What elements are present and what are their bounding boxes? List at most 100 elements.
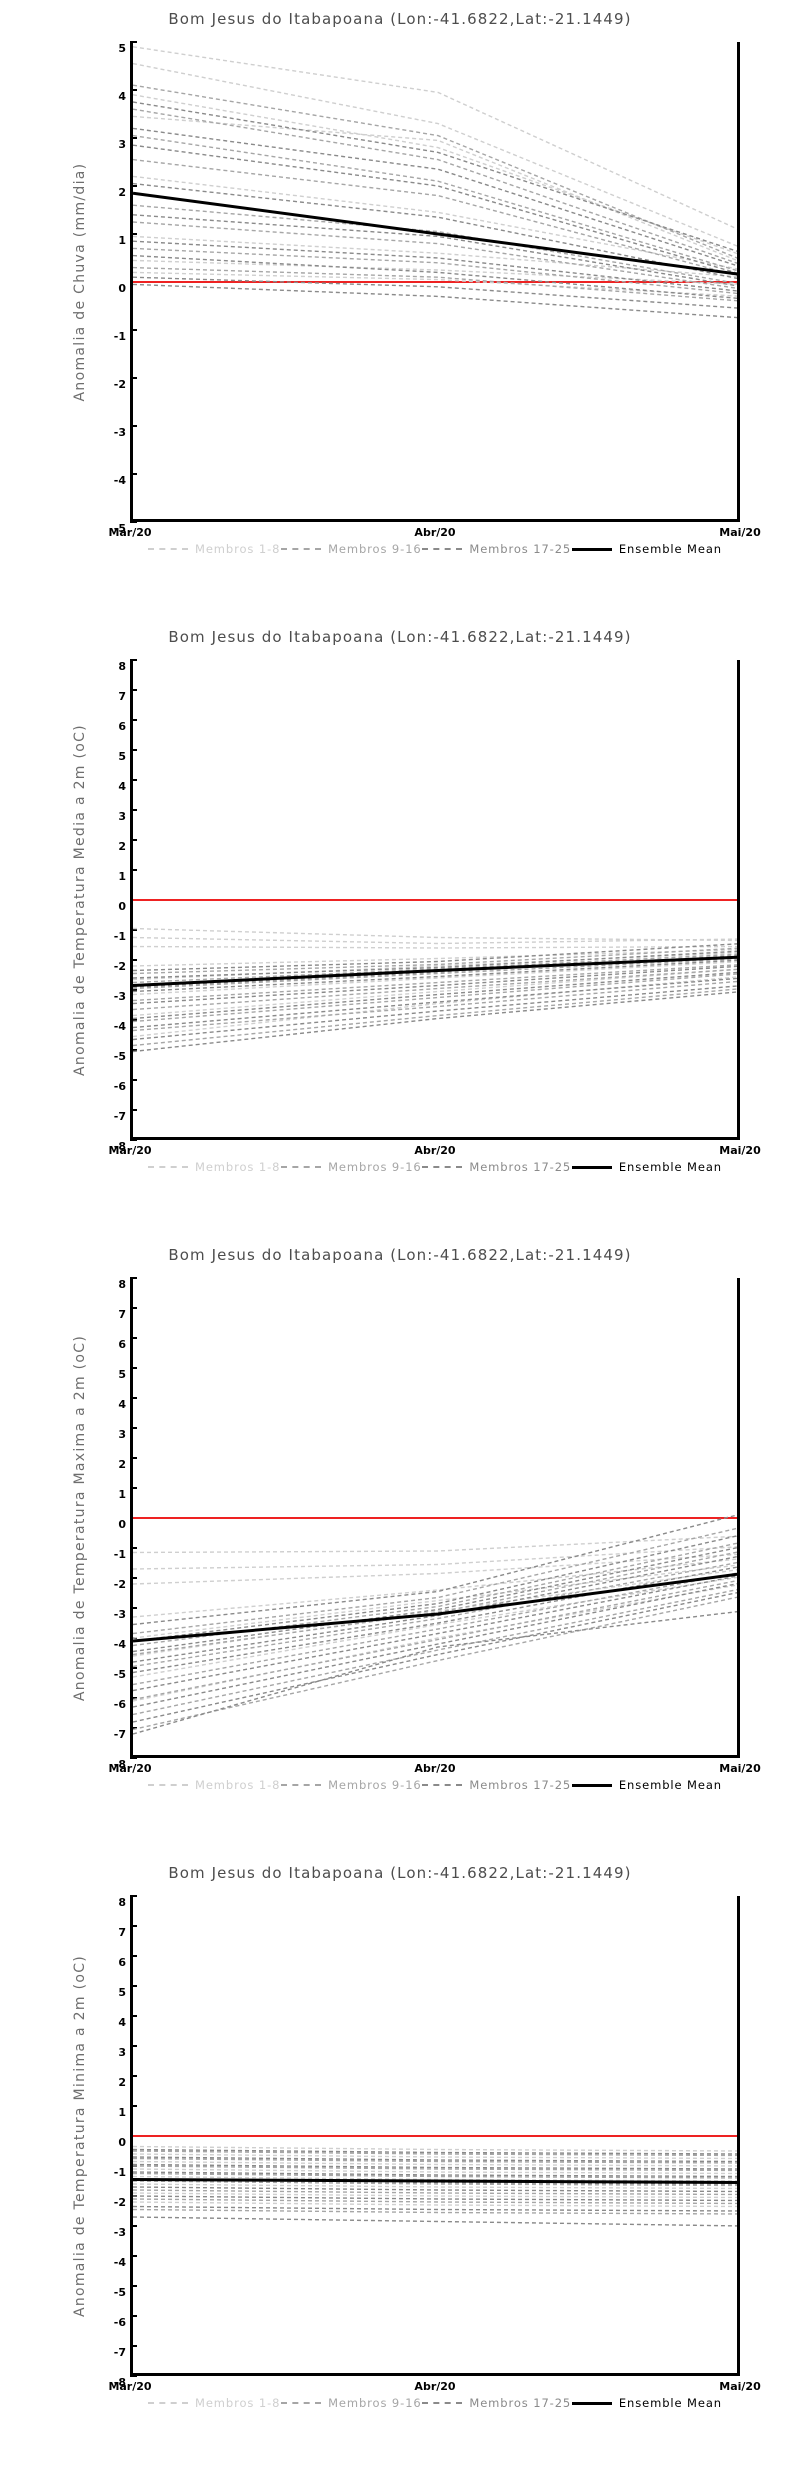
chart-legend: Membros 1-8 Membros 9-16 Membros 17-25 Ense… — [130, 2392, 740, 2414]
legend-swatch-icon — [422, 548, 463, 550]
y-tick-mark — [130, 1895, 137, 1897]
y-tick-label: 2 — [118, 186, 126, 199]
legend-item[interactable]: Membros 9-16 — [281, 1160, 422, 1174]
y-tick-mark — [130, 2045, 137, 2047]
member-line — [133, 283, 740, 319]
legend-item[interactable]: Membros 9-16 — [281, 1778, 422, 1792]
y-tick-mark — [130, 1667, 137, 1669]
y-tick-mark — [130, 1019, 137, 1021]
member-line — [133, 950, 740, 979]
legend-item[interactable]: Membros 17-25 — [422, 2396, 571, 2410]
legend-item[interactable]: Ensemble Mean — [571, 1778, 722, 1792]
y-tick-label: 1 — [118, 1488, 126, 1501]
y-tick-label: -3 — [113, 1608, 126, 1621]
y-axis-label: Anomalia de Chuva (mm/dia) — [72, 162, 88, 402]
y-tick-mark — [130, 1727, 137, 1729]
member-line — [133, 942, 740, 972]
legend-swatch-icon — [148, 2402, 188, 2404]
legend-item[interactable]: Membros 17-25 — [422, 1160, 571, 1174]
y-tick-mark — [130, 2375, 137, 2377]
legend-swatch-icon — [281, 548, 322, 550]
legend-item[interactable]: Membros 9-16 — [281, 2396, 422, 2410]
y-tick-label: 3 — [118, 1428, 126, 1441]
ensemble-lines — [133, 1513, 740, 1735]
member-line — [133, 1565, 740, 1674]
member-line — [133, 1576, 740, 1678]
member-line — [133, 2160, 740, 2167]
legend-swatch-icon — [281, 1166, 322, 1168]
y-tick-label: 0 — [118, 282, 126, 295]
y-tick-mark — [130, 521, 137, 523]
y-tick-mark — [130, 1985, 137, 1987]
member-line — [133, 182, 740, 280]
legend-item[interactable]: Membros 1-8 — [148, 2396, 280, 2410]
member-line — [133, 965, 740, 1005]
y-tick-mark — [130, 2315, 137, 2317]
chart-panel-anomalia-de-temperatura-maxima-a-2m-oc: Bom Jesus do Itabapoana (Lon:-41.6822,La… — [0, 1236, 800, 1854]
ensemble-mean-line — [133, 1572, 740, 1643]
legend-item[interactable]: Membros 1-8 — [148, 1160, 280, 1174]
legend-label: Membros 1-8 — [195, 1778, 281, 1792]
member-line — [133, 2153, 740, 2160]
legend-item[interactable]: Membros 9-16 — [281, 542, 422, 556]
y-tick-mark — [130, 1049, 137, 1051]
legend-swatch-icon — [148, 1166, 188, 1168]
member-line — [133, 985, 740, 1041]
y-tick-mark — [130, 137, 137, 139]
y-tick-label: 6 — [118, 1956, 126, 1969]
y-tick-label: 2 — [118, 2076, 126, 2089]
member-line — [133, 2163, 740, 2170]
member-line — [133, 2148, 740, 2155]
legend-item[interactable]: Ensemble Mean — [571, 1160, 722, 1174]
member-line — [133, 953, 740, 984]
legend-item[interactable]: Ensemble Mean — [571, 2396, 722, 2410]
y-tick-mark — [130, 1427, 137, 1429]
member-line — [133, 948, 740, 967]
legend-swatch-icon — [571, 1783, 612, 1787]
y-tick-label: 3 — [118, 138, 126, 151]
member-line — [133, 1610, 740, 1735]
y-tick-mark — [130, 41, 137, 43]
member-line — [133, 2171, 740, 2178]
plot-right-edge — [737, 660, 740, 1140]
y-tick-label: 7 — [118, 1308, 126, 1321]
y-tick-mark — [130, 1337, 137, 1339]
legend-label: Membros 9-16 — [328, 1778, 422, 1792]
legend-item[interactable]: Membros 1-8 — [148, 542, 280, 556]
legend-label: Ensemble Mean — [618, 1160, 722, 1174]
member-line — [133, 247, 740, 295]
y-tick-mark — [130, 1955, 137, 1957]
member-line — [133, 936, 740, 945]
member-line — [133, 2156, 740, 2163]
y-tick-mark — [130, 1079, 137, 1081]
x-tick-label: Mai/20 — [719, 526, 761, 539]
x-tick-label: Mar/20 — [108, 526, 152, 539]
ensemble-lines — [133, 46, 740, 319]
member-line — [133, 1582, 740, 1708]
legend-item[interactable]: Membros 17-25 — [422, 1778, 571, 1792]
x-tick-label: Abr/20 — [414, 526, 456, 539]
member-line — [133, 971, 740, 1020]
y-tick-mark — [130, 2105, 137, 2107]
y-tick-mark — [130, 2255, 137, 2257]
legend-item[interactable]: Membros 1-8 — [148, 1778, 280, 1792]
y-tick-mark — [130, 749, 137, 751]
legend-item[interactable]: Ensemble Mean — [571, 542, 722, 556]
y-tick-label: -7 — [113, 1728, 126, 1741]
y-tick-label: 8 — [118, 660, 126, 673]
y-tick-mark — [130, 2345, 137, 2347]
member-line — [133, 1595, 740, 1731]
member-line — [133, 204, 740, 285]
member-line — [133, 2145, 740, 2152]
member-line — [133, 254, 740, 300]
member-line — [133, 2189, 740, 2196]
y-tick-label: -1 — [113, 930, 126, 943]
legend-item[interactable]: Membros 17-25 — [422, 542, 571, 556]
chart-legend: Membros 1-8 Membros 9-16 Membros 17-25 Ense… — [130, 1156, 740, 1178]
legend-swatch-icon — [148, 548, 188, 550]
chart-title: Bom Jesus do Itabapoana (Lon:-41.6822,La… — [168, 10, 632, 28]
member-line — [133, 1588, 740, 1716]
member-line — [133, 945, 740, 949]
y-tick-label: 1 — [118, 870, 126, 883]
legend-label: Ensemble Mean — [618, 2396, 722, 2410]
